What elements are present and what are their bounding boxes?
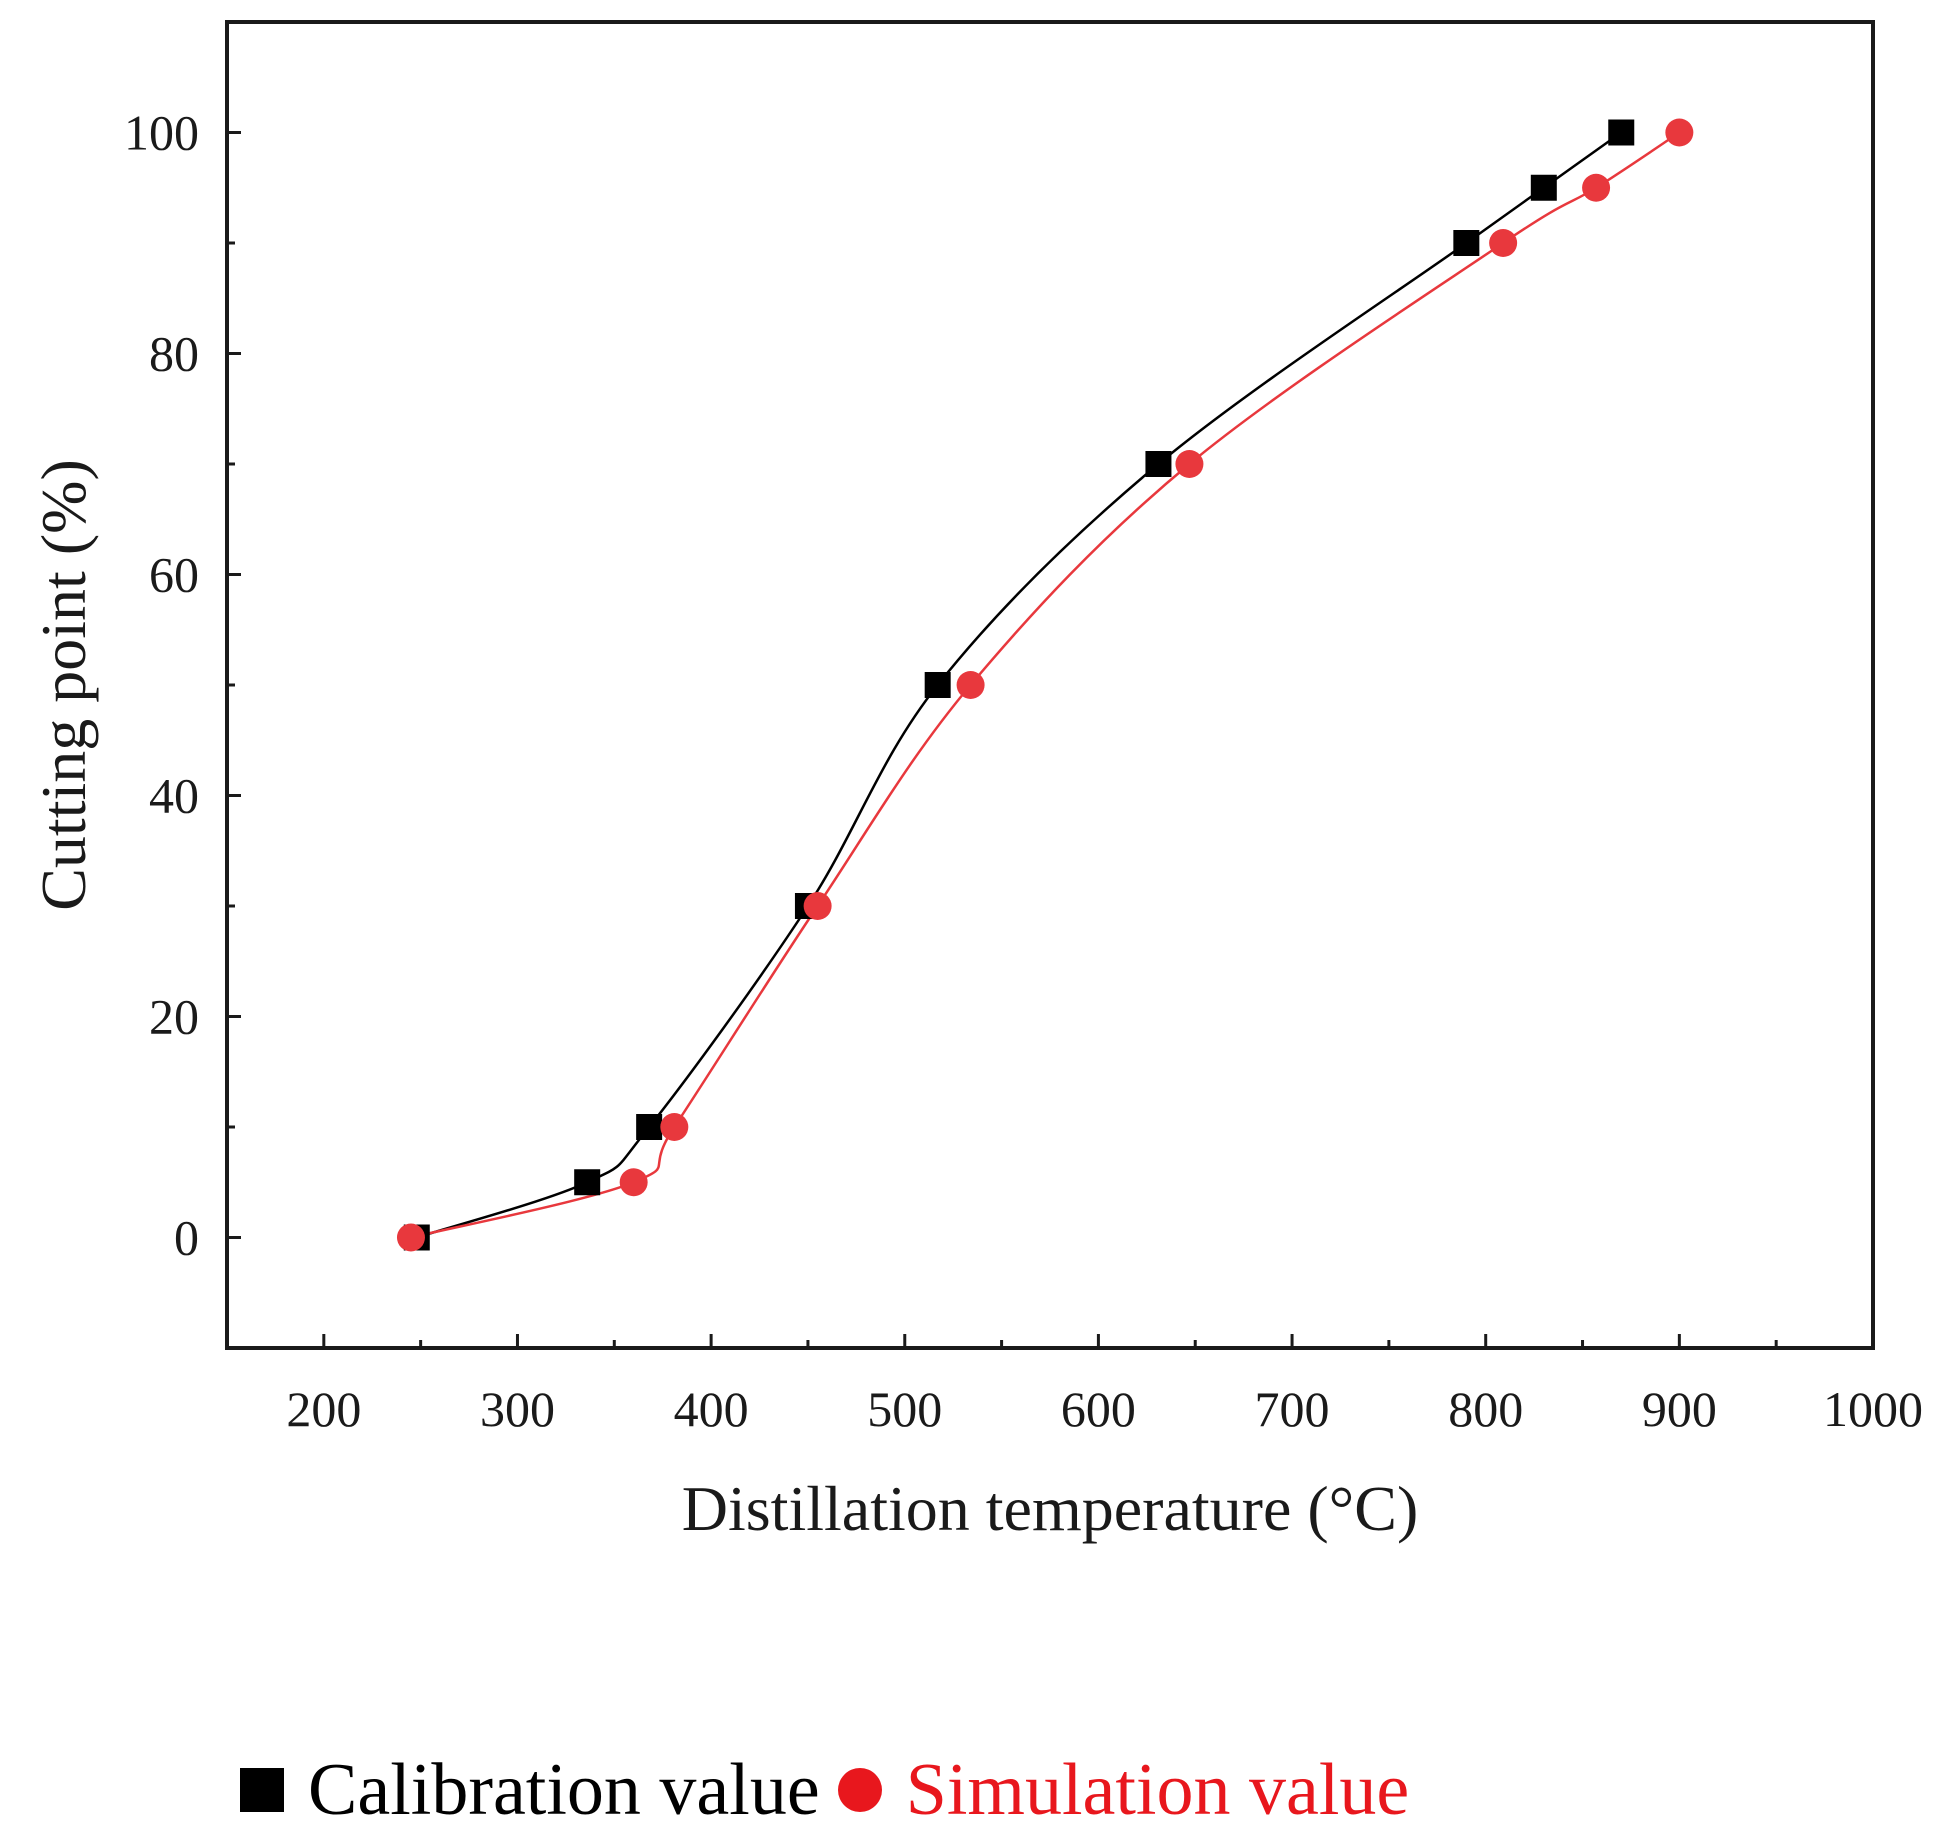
chart: 200 300 400 500 600 700 800 900 1000 0 20 40 60 80 10… [28, 20, 1923, 1544]
series-line-simulation [410, 131, 1681, 1239]
x-tick-label: 900 [1642, 1381, 1717, 1437]
legend-item-simulation: Simulation value [820, 1748, 1410, 1833]
data-point-calibration [924, 672, 951, 698]
y-tick-label: 20 [149, 989, 199, 1045]
y-tick-label: 0 [174, 1210, 199, 1266]
x-tick-label: 200 [286, 1381, 361, 1437]
y-tick-label: 80 [149, 326, 199, 382]
y-axis-ticks: 0 20 40 60 80 100 [124, 105, 241, 1266]
legend-item-calibration: Calibration value [240, 1748, 820, 1833]
legend-circle-marker-icon [837, 1768, 882, 1812]
data-point-calibration [1530, 174, 1557, 201]
data-point-simulation [1489, 229, 1518, 257]
data-point-calibration [1453, 230, 1480, 256]
x-tick-label: 400 [674, 1381, 749, 1437]
data-point-simulation [660, 1113, 689, 1141]
x-tick-label: 1000 [1823, 1381, 1923, 1437]
data-point-calibration [574, 1169, 601, 1196]
data-point-simulation [1175, 450, 1204, 478]
y-tick-label: 100 [124, 105, 199, 161]
series-lines [410, 131, 1681, 1239]
data-point-calibration [1608, 119, 1635, 146]
plot-frame [225, 20, 1875, 1350]
x-tick-label: 700 [1255, 1381, 1330, 1437]
x-tick-label: 500 [867, 1381, 942, 1437]
x-axis-ticks: 200 300 400 500 600 700 800 900 1000 [286, 1334, 1923, 1437]
x-tick-label: 800 [1448, 1381, 1523, 1437]
y-tick-label: 40 [149, 768, 199, 824]
data-point-simulation [956, 671, 985, 699]
y-tick-label: 60 [149, 547, 199, 603]
data-point-simulation [396, 1223, 425, 1252]
x-axis-title: Distillation temperature (°C) [682, 1473, 1419, 1544]
legend: Calibration value Simulation value [240, 1745, 1409, 1835]
data-point-simulation [1665, 118, 1694, 147]
data-point-calibration [636, 1114, 663, 1140]
series-line-calibration [416, 131, 1622, 1239]
legend-label-simulation: Simulation value [905, 1748, 1410, 1831]
y-axis-title: Cutting point (%) [28, 459, 99, 911]
data-point-simulation [619, 1168, 648, 1197]
x-tick-label: 300 [480, 1381, 555, 1437]
x-tick-label: 600 [1061, 1381, 1136, 1437]
legend-label-calibration: Calibration value [308, 1748, 820, 1831]
data-point-simulation [803, 892, 832, 920]
series-points [396, 118, 1694, 1252]
data-point-calibration [1145, 451, 1172, 477]
data-point-simulation [1582, 173, 1611, 202]
legend-square-marker-icon [240, 1768, 284, 1812]
